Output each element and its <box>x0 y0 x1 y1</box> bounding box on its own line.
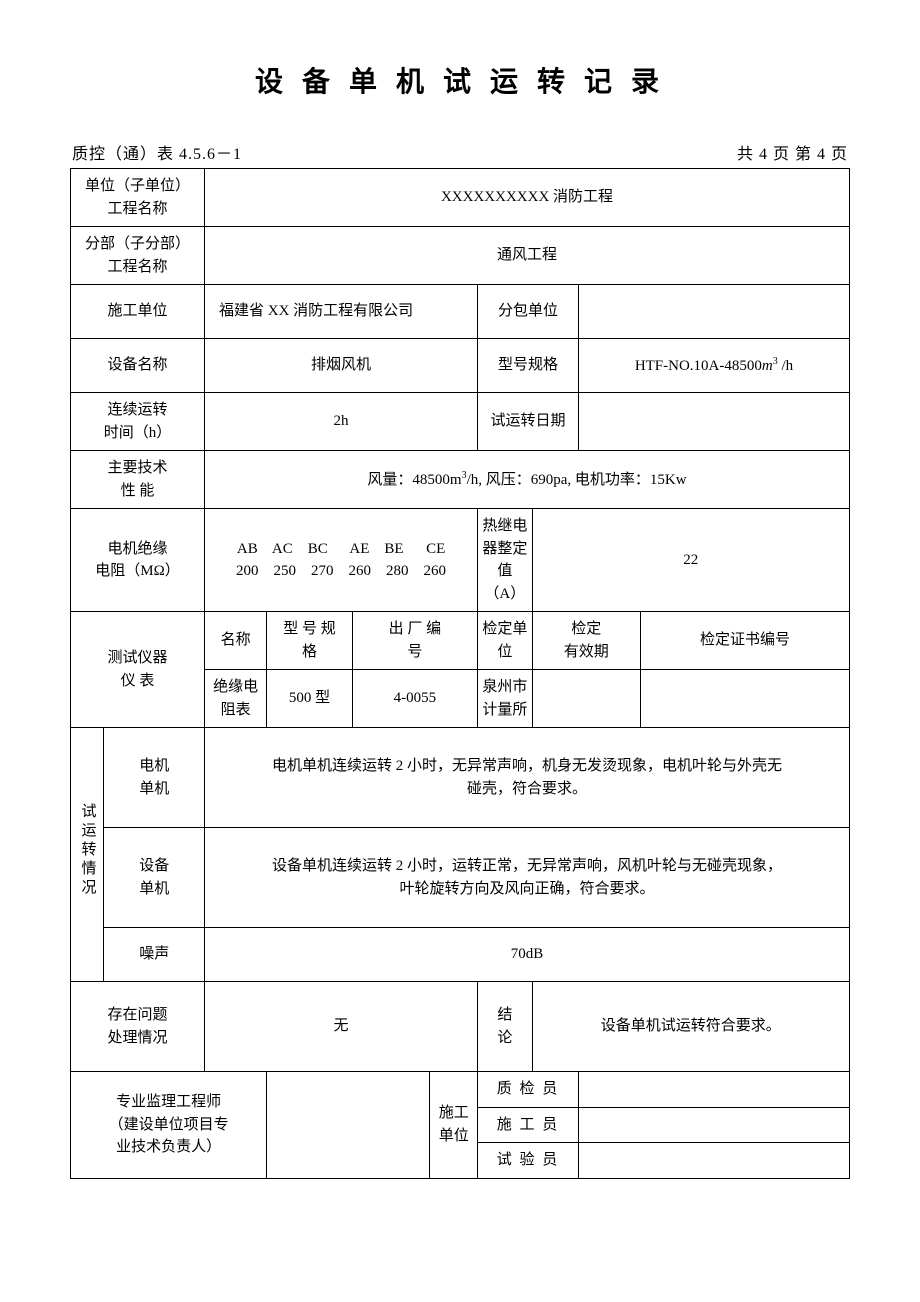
op-sign <box>578 1107 849 1143</box>
col-model: 型 号 规格 <box>267 612 353 670</box>
model-suf: /h <box>778 358 793 374</box>
qc-label: 质 检 员 <box>478 1072 579 1108</box>
col-cert-no: 检定证书编号 <box>640 612 849 670</box>
op-label: 施 工 员 <box>478 1107 579 1143</box>
insulation-value: AB AC BC AE BE CE200 250 270 260 280 260 <box>205 509 478 612</box>
col-name: 名称 <box>205 612 267 670</box>
tech-pre: 风量：48500m <box>367 472 461 488</box>
col-verify-expiry: 检定有效期 <box>532 612 640 670</box>
model-value-pre: HTF-NO.10A-48500 <box>635 358 762 374</box>
tech-label: 主要技术性 能 <box>71 451 205 509</box>
insulation-label: 电机绝缘电阻（MΩ） <box>71 509 205 612</box>
tech-suf: /h, 风压：690pa, 电机功率：15Kw <box>467 472 687 488</box>
issue-value: 无 <box>205 982 478 1072</box>
relay-value: 22 <box>532 509 849 612</box>
tester-sign <box>578 1143 849 1179</box>
tester-label: 试 验 员 <box>478 1143 579 1179</box>
constructor-label: 施工单位 <box>71 285 205 339</box>
issue-label: 存在问题处理情况 <box>71 982 205 1072</box>
relay-label: 热继电器整定值（A） <box>478 509 532 612</box>
conclusion-value: 设备单机试运转符合要求。 <box>532 982 849 1072</box>
trial-group: 试运转情况 <box>71 728 104 982</box>
model-value: HTF-NO.10A-48500m3 /h <box>578 339 849 393</box>
run-time-value: 2h <box>205 393 478 451</box>
inst-verify-unit: 泉州市计量所 <box>478 670 532 728</box>
inst-cert-no <box>640 670 849 728</box>
motor-value: 电机单机连续运转 2 小时，无异常声响，机身无发烫现象，电机叶轮与外壳无碰壳，符… <box>205 728 850 828</box>
unit-project-value: XXXXXXXXXX 消防工程 <box>205 169 850 227</box>
meta-row: 质控（通）表 4.5.6－1 共 4 页 第 4 页 <box>70 140 850 164</box>
model-unit: m <box>762 358 773 374</box>
noise-label: 噪声 <box>104 928 205 982</box>
inst-verify-expiry <box>532 670 640 728</box>
col-verify-unit: 检定单位 <box>478 612 532 670</box>
qc-sign <box>578 1072 849 1108</box>
tech-value: 风量：48500m3/h, 风压：690pa, 电机功率：15Kw <box>205 451 850 509</box>
constructor-value: 福建省 XX 消防工程有限公司 <box>205 285 478 339</box>
inst-serial: 4-0055 <box>352 670 477 728</box>
equip-name-value: 排烟风机 <box>205 339 478 393</box>
page-title: 设 备 单 机 试 运 转 记 录 <box>70 60 850 100</box>
conclusion-label: 结论 <box>478 982 532 1072</box>
subcontractor-label: 分包单位 <box>478 285 579 339</box>
model-label: 型号规格 <box>478 339 579 393</box>
run-date-label: 试运转日期 <box>478 393 579 451</box>
page-indicator: 共 4 页 第 4 页 <box>737 140 848 164</box>
run-time-label: 连续运转时间（h） <box>71 393 205 451</box>
inst-model: 500 型 <box>267 670 353 728</box>
inst-name: 绝缘电阻表 <box>205 670 267 728</box>
equip-name-label: 设备名称 <box>71 339 205 393</box>
run-date-value <box>578 393 849 451</box>
motor-label: 电机单机 <box>104 728 205 828</box>
record-table: 单位（子单位）工程名称 XXXXXXXXXX 消防工程 分部（子分部）工程名称 … <box>70 168 850 1179</box>
equip-label: 设备单机 <box>104 828 205 928</box>
col-serial: 出 厂 编号 <box>352 612 477 670</box>
noise-value: 70dB <box>205 928 850 982</box>
instruments-group: 测试仪器仪 表 <box>71 612 205 728</box>
trial-group-text: 试运转情况 <box>76 803 99 898</box>
constructor-col: 施工单位 <box>430 1072 478 1179</box>
equip-value: 设备单机连续运转 2 小时，运转正常，无异常声响，风机叶轮与无碰壳现象，叶轮旋转… <box>205 828 850 928</box>
unit-project-label: 单位（子单位）工程名称 <box>71 169 205 227</box>
form-number: 质控（通）表 4.5.6－1 <box>72 140 242 164</box>
supervisor-sign <box>267 1072 430 1179</box>
subdiv-value: 通风工程 <box>205 227 850 285</box>
supervisor-label: 专业监理工程师（建设单位项目专业技术负责人） <box>71 1072 267 1179</box>
subcontractor-value <box>578 285 849 339</box>
subdiv-label: 分部（子分部）工程名称 <box>71 227 205 285</box>
